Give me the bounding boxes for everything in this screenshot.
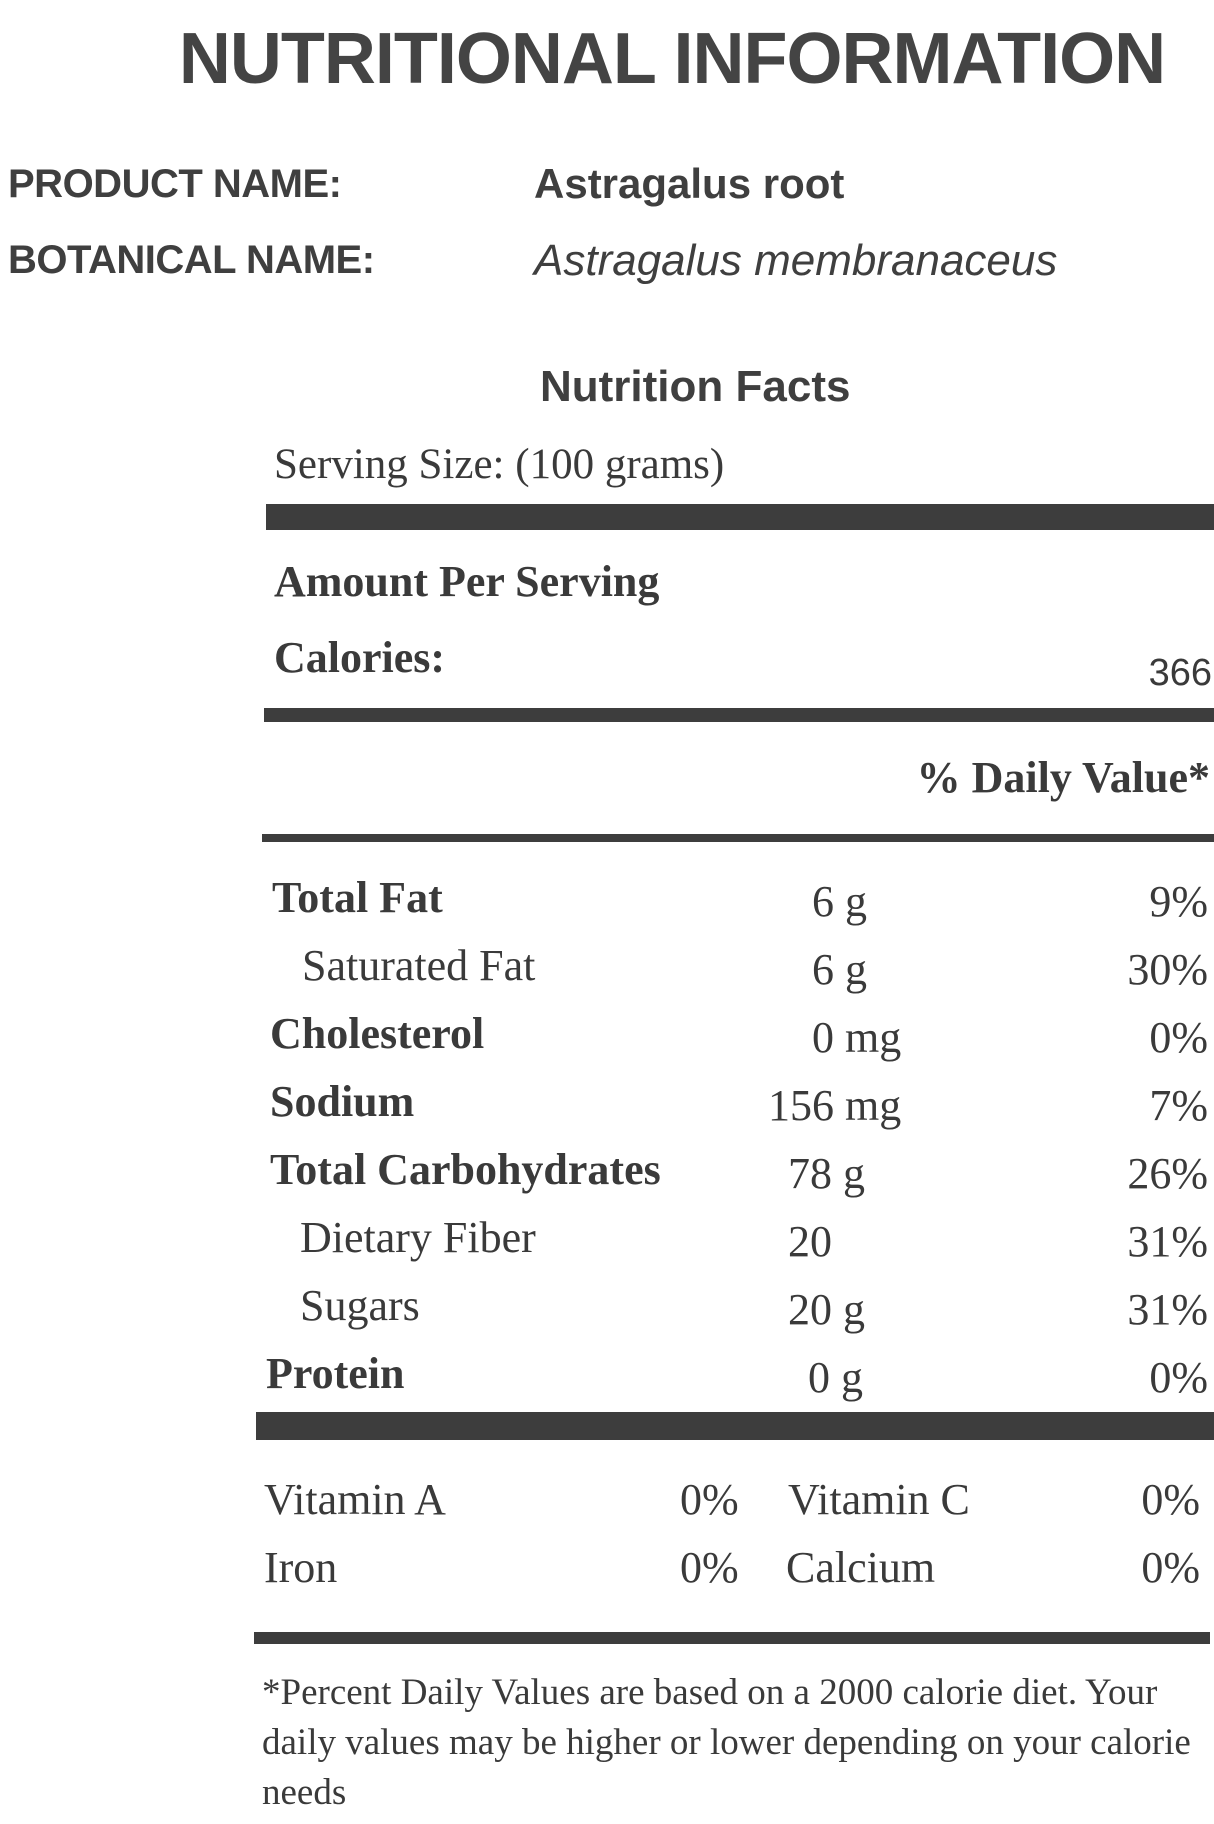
nutrient-name-cholesterol: Cholesterol <box>270 1009 485 1058</box>
nutrient-name-total-carbohydrates: Total Carbohydrates <box>270 1145 661 1194</box>
nutrient-dv-cholesterol: 0% <box>1149 1013 1208 1062</box>
thin-divider <box>262 834 1214 842</box>
nutrient-amount-saturated-fat: 6 g <box>812 945 867 994</box>
vitamin-name-c: Vitamin C <box>788 1475 970 1524</box>
nutrient-dv-sodium: 7% <box>1149 1081 1208 1130</box>
nutrient-name-saturated-fat: Saturated Fat <box>302 941 536 990</box>
nutrient-amount-protein: 0 g <box>808 1353 863 1402</box>
nutrient-amount-dietary-fiber: 20 <box>788 1217 832 1266</box>
nutrient-name-total-fat: Total Fat <box>272 873 443 922</box>
nutrient-name-sugars: Sugars <box>300 1281 420 1330</box>
page-title: NUTRITIONAL INFORMATION <box>178 19 1166 99</box>
nutrition-facts-title: Nutrition Facts <box>540 362 851 411</box>
calories-label: Calories: <box>274 633 446 682</box>
calories-value: 366 <box>1148 652 1212 694</box>
nutrient-amount-sodium: 156 mg <box>768 1081 902 1130</box>
nutrient-name-protein: Protein <box>266 1349 405 1398</box>
amount-per-serving: Amount Per Serving <box>274 557 660 606</box>
vitamin-dv-a: 0% <box>680 1475 739 1524</box>
mineral-name-iron: Iron <box>264 1543 338 1592</box>
nutrient-dv-total-carbohydrates: 26% <box>1127 1149 1208 1198</box>
nutrient-amount-cholesterol: 0 mg <box>812 1013 902 1062</box>
nutrient-name-dietary-fiber: Dietary Fiber <box>300 1213 536 1262</box>
thick-divider <box>266 504 1214 530</box>
nutrient-dv-saturated-fat: 30% <box>1127 945 1208 994</box>
nutrient-amount-sugars: 20 g <box>788 1285 865 1334</box>
botanical-name-label: BOTANICAL NAME: <box>8 238 375 282</box>
footnote: *Percent Daily Values are based on a 200… <box>262 1672 1191 1813</box>
product-name-label: PRODUCT NAME: <box>8 162 342 206</box>
vitamin-dv-c: 0% <box>1141 1475 1200 1524</box>
product-name-value: Astragalus root <box>534 160 845 207</box>
nutrient-amount-total-fat: 6 g <box>812 877 867 926</box>
nutrient-dv-protein: 0% <box>1149 1353 1208 1402</box>
nutrient-dv-sugars: 31% <box>1127 1285 1208 1334</box>
daily-value-header: % Daily Value* <box>916 753 1210 802</box>
thick-divider-bottom <box>256 1412 1214 1440</box>
nutrient-dv-dietary-fiber: 31% <box>1127 1217 1208 1266</box>
vitamin-name-a: Vitamin A <box>264 1475 446 1524</box>
serving-size: Serving Size: (100 grams) <box>274 441 725 488</box>
nutrient-amount-total-carbohydrates: 78 g <box>788 1149 865 1198</box>
mineral-name-calcium: Calcium <box>786 1543 936 1592</box>
mineral-dv-calcium: 0% <box>1141 1543 1200 1592</box>
medium-divider <box>264 708 1214 722</box>
nutrient-name-sodium: Sodium <box>270 1077 415 1126</box>
botanical-name-value: Astragalus membranaceus <box>534 236 1058 285</box>
footer-divider <box>254 1632 1210 1644</box>
mineral-dv-iron: 0% <box>680 1543 739 1592</box>
nutrient-dv-total-fat: 9% <box>1149 877 1208 926</box>
